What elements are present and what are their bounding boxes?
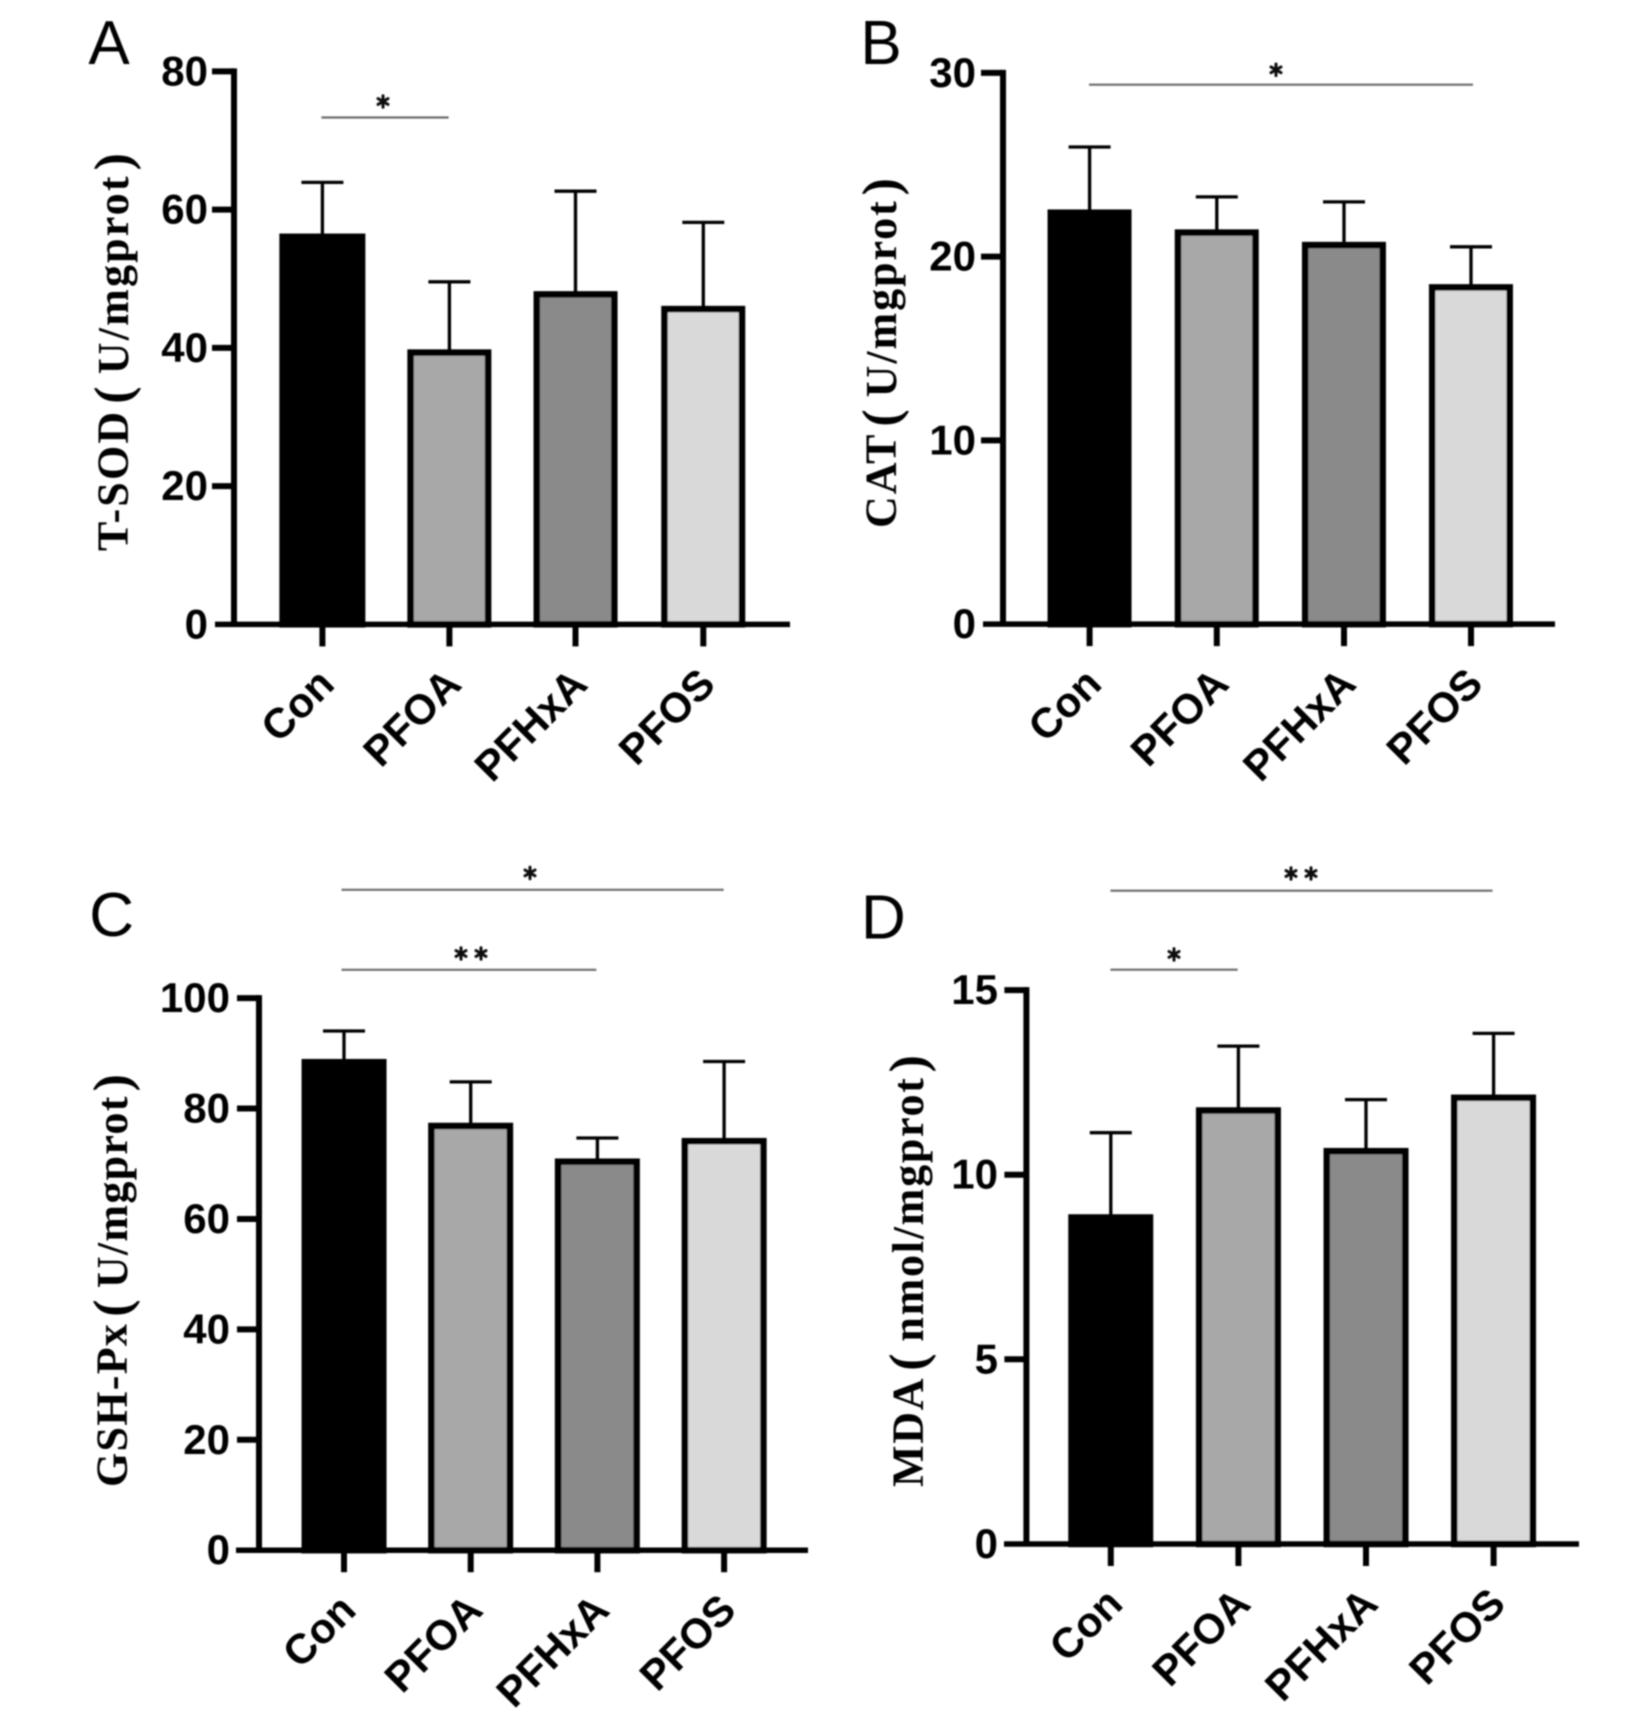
svg-text:80: 80	[183, 1085, 230, 1132]
svg-text:0: 0	[953, 600, 976, 647]
svg-text:20: 20	[929, 233, 976, 280]
svg-text:CAT(U/mgprot): CAT(U/mgprot)	[853, 178, 910, 528]
svg-text:40: 40	[183, 1305, 230, 1352]
svg-text:100: 100	[160, 974, 230, 1021]
svg-text:A: A	[88, 9, 130, 78]
svg-text:0: 0	[185, 600, 208, 647]
svg-text:15: 15	[951, 966, 998, 1013]
svg-text:60: 60	[161, 186, 208, 233]
svg-text:5: 5	[975, 1335, 998, 1382]
svg-text:C: C	[89, 881, 134, 950]
svg-text:B: B	[860, 9, 901, 78]
svg-text:60: 60	[183, 1195, 230, 1242]
svg-text:20: 20	[161, 462, 208, 509]
svg-text:T-SOD(U/mgprot): T-SOD(U/mgprot)	[85, 153, 142, 551]
svg-text:30: 30	[929, 49, 976, 96]
svg-text:80: 80	[161, 47, 208, 94]
svg-text:0: 0	[207, 1526, 230, 1573]
svg-text:10: 10	[929, 416, 976, 463]
svg-text:20: 20	[183, 1416, 230, 1463]
svg-text:40: 40	[161, 324, 208, 371]
svg-text:GSH-Px(U/mgprot): GSH-Px(U/mgprot)	[84, 1074, 141, 1487]
svg-text:10: 10	[951, 1151, 998, 1198]
svg-text:MDA(nmol/mgprot): MDA(nmol/mgprot)	[880, 1055, 937, 1487]
svg-text:0: 0	[975, 1520, 998, 1567]
svg-text:D: D	[861, 884, 906, 953]
